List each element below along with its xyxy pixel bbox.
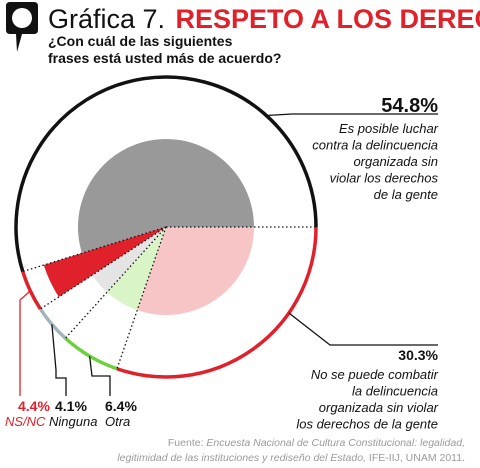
category-label-otra: Otra — [105, 414, 130, 429]
value-label-otra: 6.4% — [105, 398, 137, 414]
category-label-ninguna: Ninguna — [49, 414, 97, 429]
desc-line: violar los derechos — [330, 171, 439, 186]
speech-bubble-icon — [6, 2, 38, 52]
leader-slice-2 — [288, 312, 438, 346]
desc-line: organizada sin violar — [319, 400, 439, 415]
slice-ns-nc-wedge — [43, 227, 166, 297]
subtitle-line-2: frases está usted más de acuerdo? — [48, 50, 281, 66]
source-line-2: legitimidad de las instituciones y redis… — [117, 452, 465, 464]
source-line-1: Fuente: Encuesta Nacional de Cultura Con… — [168, 437, 465, 449]
desc-line: contra la delincuencia — [312, 138, 438, 153]
slice-no-se-puede-ring — [116, 226, 318, 379]
chart-title: Gráfica 7. RESPETO A LOS DERECHOS — [48, 4, 480, 34]
title-main: RESPETO A LOS DERECHOS — [176, 4, 480, 34]
leader-ninguna — [51, 324, 67, 396]
spoke-line — [64, 226, 167, 339]
desc-line: No se puede combatir — [311, 367, 439, 382]
slice-posible-luchar-ring — [14, 75, 318, 273]
source-tail: IFE-IIJ, UNAM 2011. — [366, 452, 465, 464]
pie-wedges — [43, 139, 255, 316]
desc-line: Es posible luchar — [339, 121, 439, 136]
spoke-line — [22, 226, 167, 273]
slice-ninguna-wedge — [92, 227, 166, 293]
category-label-ns-nc: NS/NC — [5, 414, 46, 429]
spoke-line — [116, 226, 167, 369]
desc-slice-1: Es posible luchar contra la delincuenciao… — [312, 121, 438, 202]
value-label-slice-2: 30.3% — [398, 347, 438, 363]
value-label-slice-1: 54.8% — [381, 95, 438, 117]
leader-otra — [88, 356, 111, 396]
leader-ns-nc — [19, 290, 31, 396]
slice-posible-luchar-wedge — [78, 139, 255, 254]
leader-lines — [19, 113, 438, 396]
desc-line: de la gente — [374, 187, 438, 202]
desc-line: los derechos de la gente — [296, 417, 438, 432]
source-lead: Fuente: — [168, 437, 207, 449]
value-label-ninguna: 4.1% — [55, 398, 87, 414]
source-title-2: legitimidad de las instituciones y redis… — [117, 452, 366, 464]
title-prefix: Gráfica 7. — [48, 4, 165, 34]
spoke-line — [40, 226, 167, 310]
desc-line: la delincuencia — [352, 384, 438, 399]
value-label-ns-nc: 4.4% — [18, 398, 50, 414]
desc-slice-2: No se puede combatir la delincuenciaorgan… — [296, 367, 438, 432]
source-title-1: Encuesta Nacional de Cultura Constitucio… — [206, 437, 465, 449]
slice-otra-wedge — [106, 227, 166, 311]
leader-slice-1 — [266, 113, 438, 117]
slice-ns-nc-ring — [21, 271, 42, 310]
subtitle-line-1: ¿Con cuál de las siguientes — [48, 33, 233, 49]
slice-no-se-puede-wedge — [137, 227, 254, 316]
desc-line: organizada sin — [353, 154, 438, 169]
